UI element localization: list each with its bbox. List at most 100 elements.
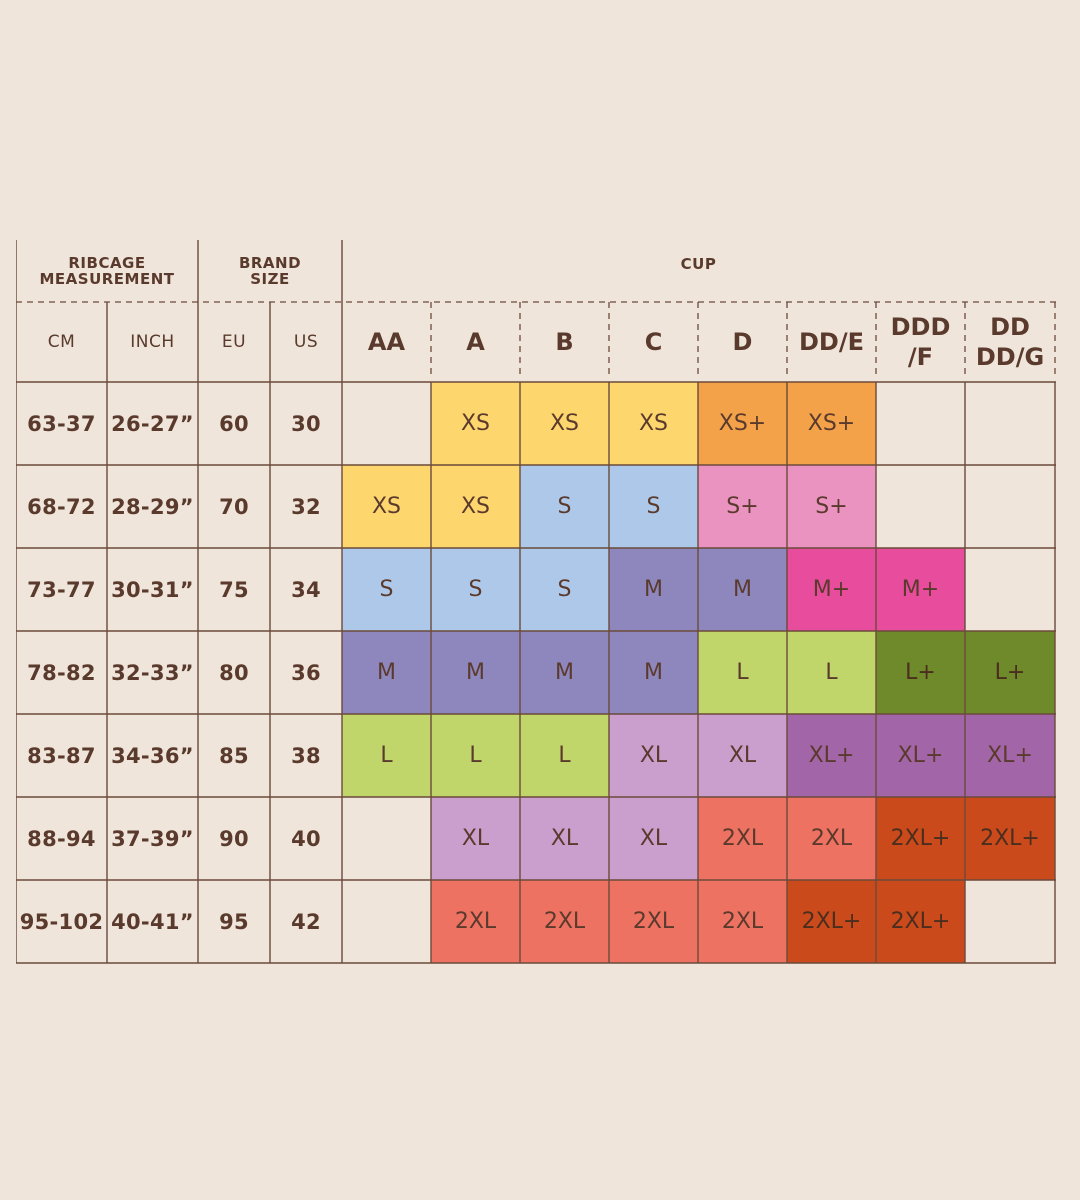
size-cell: 2XL+ xyxy=(876,797,965,880)
eu-cell: 85 xyxy=(219,743,249,768)
cup-header-3: C xyxy=(644,328,663,356)
inch-header: INCH xyxy=(130,332,175,352)
brand-size-header: BRAND SIZE xyxy=(238,254,302,288)
inch-cell: 40-41” xyxy=(111,909,194,934)
size-cell: M+ xyxy=(876,548,965,631)
size-cell: 2XL xyxy=(787,797,876,880)
us-cell: 34 xyxy=(291,577,321,602)
size-cell: XS xyxy=(431,382,520,465)
cm-cell: 83-87 xyxy=(27,743,96,768)
size-cell: XS+ xyxy=(787,382,876,465)
us-cell: 38 xyxy=(291,743,321,768)
cm-cell: 88-94 xyxy=(27,826,96,851)
size-cell: 2XL xyxy=(609,880,698,963)
size-cell: S xyxy=(609,465,698,548)
size-cell: XS xyxy=(342,465,431,548)
empty-size-cell xyxy=(342,880,431,963)
size-cell: XL+ xyxy=(787,714,876,797)
size-cell: 2XL xyxy=(698,880,787,963)
cup-header-5: DD/E xyxy=(798,328,864,356)
size-cell: S xyxy=(431,548,520,631)
size-cell: XL xyxy=(698,714,787,797)
ribcage-measurement-header: RIBCAGE MEASUREMENT xyxy=(39,254,175,288)
eu-cell: 75 xyxy=(219,577,249,602)
size-cell: M xyxy=(431,631,520,714)
eu-cell: 80 xyxy=(219,660,249,685)
us-header: US xyxy=(293,332,319,352)
us-cell: 32 xyxy=(291,494,321,519)
size-cell: XL xyxy=(431,797,520,880)
size-cell: 2XL+ xyxy=(876,880,965,963)
cm-cell: 95-102 xyxy=(19,909,104,934)
cup-header-4: D xyxy=(732,328,753,356)
size-cell: L xyxy=(520,714,609,797)
us-cell: 42 xyxy=(291,909,321,934)
size-cell: M xyxy=(609,548,698,631)
inch-cell: 34-36” xyxy=(111,743,194,768)
size-cell: 2XL+ xyxy=(787,880,876,963)
inch-cell: 28-29” xyxy=(111,494,194,519)
size-chart: RIBCAGE MEASUREMENT BRAND SIZE CUP CM INCH EU… xyxy=(16,240,1056,964)
size-cell: 2XL+ xyxy=(965,797,1055,880)
us-cell: 30 xyxy=(291,411,321,436)
empty-size-cell xyxy=(342,382,431,465)
us-cell: 36 xyxy=(291,660,321,685)
size-cell: L+ xyxy=(876,631,965,714)
eu-cell: 90 xyxy=(219,826,249,851)
empty-size-cell xyxy=(965,465,1055,548)
size-cell: XL xyxy=(609,714,698,797)
size-cell: XL+ xyxy=(965,714,1055,797)
size-cell: L xyxy=(342,714,431,797)
size-cell: L+ xyxy=(965,631,1055,714)
cup-header-0: AA xyxy=(367,328,406,356)
size-cell: S+ xyxy=(698,465,787,548)
size-cell: M xyxy=(342,631,431,714)
empty-size-cell xyxy=(965,880,1055,963)
cup-header: CUP xyxy=(680,255,717,273)
size-cell: 2XL xyxy=(698,797,787,880)
inch-cell: 30-31” xyxy=(111,577,194,602)
cm-cell: 63-37 xyxy=(27,411,96,436)
cup-header-2: B xyxy=(555,328,574,356)
size-cell: M xyxy=(520,631,609,714)
empty-size-cell xyxy=(876,465,965,548)
eu-header: EU xyxy=(221,332,247,352)
eu-cell: 70 xyxy=(219,494,249,519)
cup-header-1: A xyxy=(466,328,485,356)
us-cell: 40 xyxy=(291,826,321,851)
size-cell: XL xyxy=(520,797,609,880)
size-cell: 2XL xyxy=(431,880,520,963)
size-cell: S xyxy=(342,548,431,631)
size-cell: XS xyxy=(520,382,609,465)
empty-size-cell xyxy=(965,382,1055,465)
size-cell: 2XL xyxy=(520,880,609,963)
inch-cell: 26-27” xyxy=(111,411,194,436)
size-cell: M xyxy=(698,548,787,631)
empty-size-cell xyxy=(342,797,431,880)
inch-cell: 37-39” xyxy=(111,826,194,851)
cm-cell: 78-82 xyxy=(27,660,96,685)
size-cell: XS+ xyxy=(698,382,787,465)
size-cell: L xyxy=(787,631,876,714)
cup-header-6: DDD /F xyxy=(890,313,951,371)
size-cell: S+ xyxy=(787,465,876,548)
empty-size-cell xyxy=(965,548,1055,631)
size-cell: M xyxy=(609,631,698,714)
size-cell: XL xyxy=(609,797,698,880)
size-cell: L xyxy=(698,631,787,714)
inch-cell: 32-33” xyxy=(111,660,194,685)
cm-header: CM xyxy=(47,332,76,352)
size-cell: XS xyxy=(431,465,520,548)
size-cell: L xyxy=(431,714,520,797)
size-cell: S xyxy=(520,465,609,548)
size-cell: XS xyxy=(609,382,698,465)
cm-cell: 68-72 xyxy=(27,494,96,519)
size-cell: M+ xyxy=(787,548,876,631)
cm-cell: 73-77 xyxy=(27,577,96,602)
empty-size-cell xyxy=(876,382,965,465)
size-cell: XL+ xyxy=(876,714,965,797)
cup-header-7: DD DD/G xyxy=(975,313,1045,371)
eu-cell: 60 xyxy=(219,411,249,436)
size-cell: S xyxy=(520,548,609,631)
eu-cell: 95 xyxy=(219,909,249,934)
